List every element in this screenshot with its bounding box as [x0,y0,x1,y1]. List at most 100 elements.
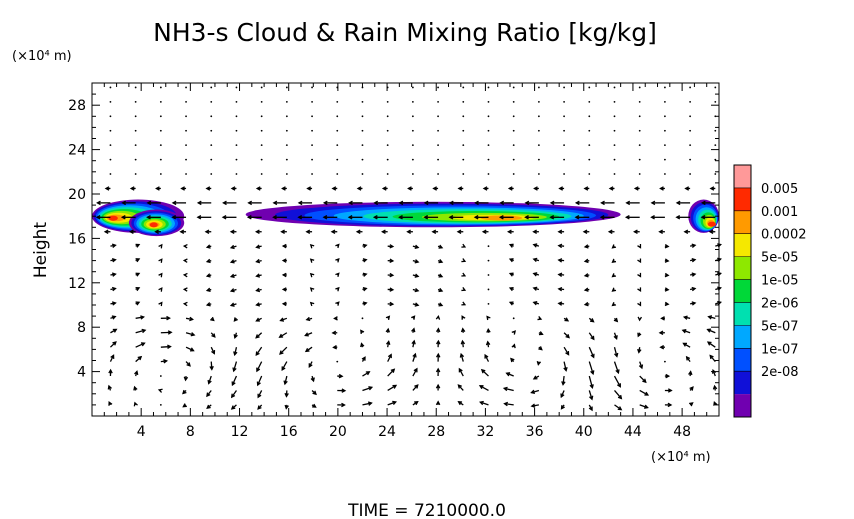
wind-vector-head [637,301,642,307]
wind-vector-head [644,404,649,409]
wind-vector-dot [613,100,616,103]
colorbar-swatch [734,210,751,234]
wind-vector-head [560,405,565,410]
wind-vector-dot [512,144,515,147]
wind-vector-head [508,286,514,292]
wind-vector-head [508,272,514,277]
wind-vector-dot [235,86,238,89]
wind-vector-head [638,364,644,370]
wind-vector-head [435,314,441,320]
wind-vector-head [297,215,303,220]
x-tick-label: 32 [476,424,494,440]
wind-vector-head [205,186,211,191]
wind-vector-head [665,373,671,379]
cloud-contour [108,215,118,221]
wind-vector-head [530,403,536,408]
wind-vector-head [564,317,570,322]
wind-vector-dot [613,158,616,161]
wind-vector-head [508,301,514,306]
wind-vector-head [532,243,538,248]
wind-vector-head [637,348,642,354]
wind-vector-dot [411,115,414,118]
wind-vector-dot [311,115,313,118]
wind-vector-head [362,243,368,249]
wind-vector-head [255,351,260,357]
wind-vector-head [461,301,467,306]
wind-vector-dot [361,129,364,132]
wind-vector-dot [664,129,666,132]
wind-vector-head [96,200,101,206]
wind-vector-head [112,341,117,346]
wind-vector-head [565,333,570,339]
wind-vector-head [310,377,315,383]
wind-vector-dot [159,375,162,377]
wind-vector-head [306,186,311,191]
wind-vector-head [664,272,670,278]
wind-vector-head [438,302,444,307]
wind-vector-dot [563,173,565,175]
wind-vector-head [134,370,139,375]
wind-vector-head [644,391,650,396]
wind-vector-head [583,244,589,249]
wind-vector-head [322,215,328,220]
wind-vector-head [180,186,185,191]
wind-vector [639,389,649,396]
wind-vector-head [281,287,287,292]
wind-vector-head [255,229,260,234]
wind-vector-head [283,380,288,386]
wind-vector-dot [159,158,162,161]
wind-vector-dot [386,115,389,118]
y-tick-label: 12 [68,276,86,292]
wind-vector-dot [235,158,238,161]
colorbar-swatch [734,233,751,257]
wind-vector-dot [109,158,112,161]
colorbar-label: 0.0002 [761,228,807,243]
wind-vector-head [650,215,655,220]
wind-vector [588,361,594,375]
wind-vector-dot [588,129,591,132]
wind-vector-dot [361,144,364,147]
wind-vector-dot [336,158,339,161]
wind-vector-head [675,215,681,220]
plot-frame [91,82,720,417]
wind-vector-head [398,200,404,206]
wind-vector-head [229,273,235,278]
wind-vector-head [331,330,337,336]
wind-vector-head [524,215,529,220]
wind-vector-head [414,287,420,293]
wind-vector-head [637,316,643,322]
wind-vector-dot [159,144,162,147]
wind-vector-head [211,350,216,355]
wind-vector-head [207,379,212,385]
wind-vector-head [312,403,317,408]
wind-vector [279,346,288,355]
wind-vector-head [557,243,563,249]
wind-vector-head [140,342,146,347]
wind-vector-head [461,315,466,320]
wind-vector [639,375,647,383]
wind-vector-head [691,286,697,292]
wind-vector-dot [336,100,339,103]
wind-vector-head [246,215,252,220]
wind-vector-dot [487,288,490,291]
wind-vector-dot [462,100,465,103]
wind-vector-head [530,389,536,394]
wind-vector-head [182,389,187,395]
wind-vector-dot [411,144,414,147]
wind-vector [481,369,489,377]
wind-vector-head [389,287,395,292]
wind-vector-head [557,258,563,263]
wind-vector-head [589,318,595,323]
wind-vector-dot [210,173,213,175]
wind-vector-head [111,257,117,263]
wind-vector-head [583,258,589,264]
wind-vector-dot [361,317,364,320]
wind-vector-head [398,215,403,220]
x-tick-label: 16 [280,424,298,440]
colorbar-label: 5e-05 [761,251,799,266]
colorbar-label: 1e-05 [761,274,799,289]
wind-vector-head [608,186,614,191]
wind-vector-head [438,244,444,249]
wind-vector-dot [487,245,490,248]
wind-vector-dot [563,158,565,161]
